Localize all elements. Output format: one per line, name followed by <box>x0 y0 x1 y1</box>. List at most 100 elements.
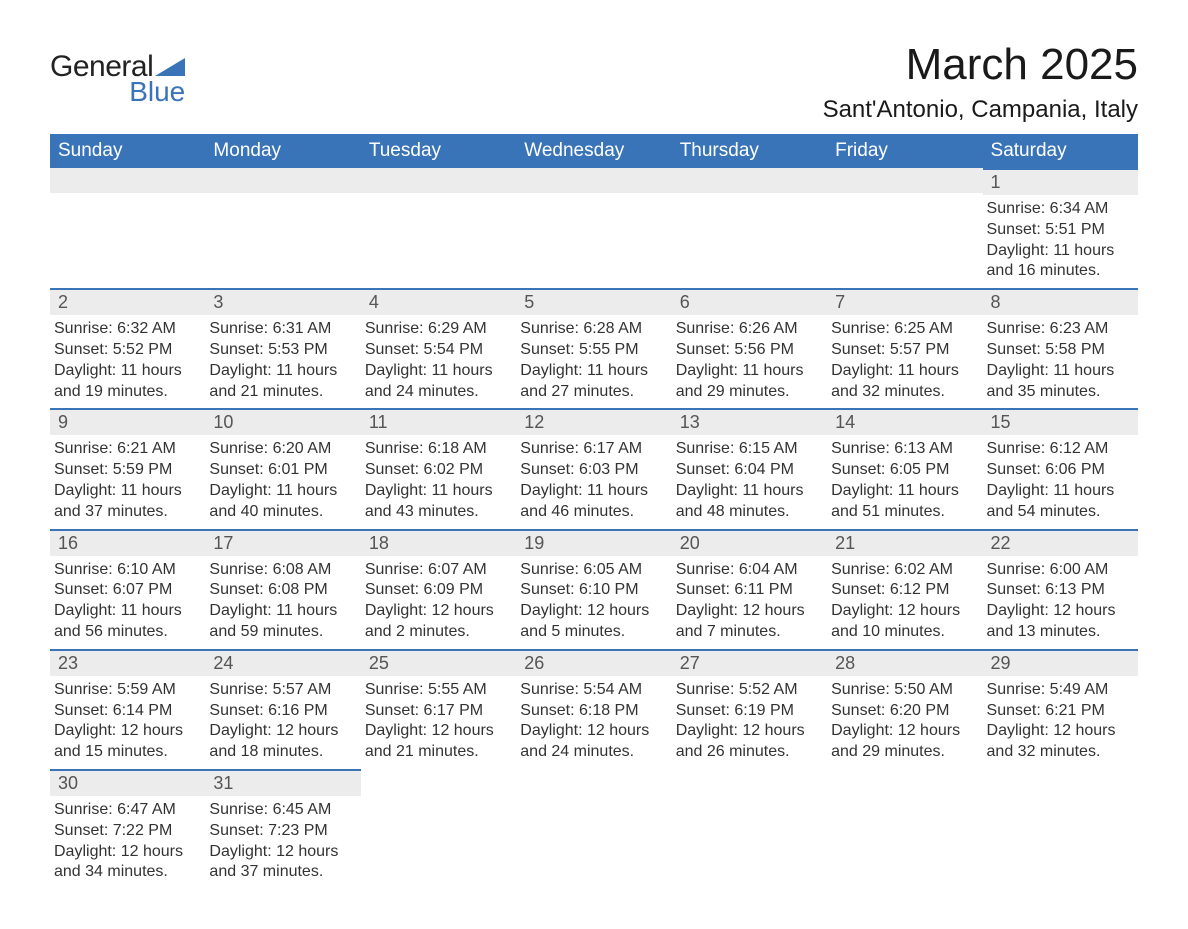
weekday-header: Saturday <box>983 134 1138 168</box>
calendar-week-row: 1Sunrise: 6:34 AMSunset: 5:51 PMDaylight… <box>50 168 1138 288</box>
sunrise-text: Sunrise: 6:31 AM <box>209 319 356 340</box>
sunrise-text: Sunrise: 6:20 AM <box>209 439 356 460</box>
day-details: Sunrise: 5:55 AMSunset: 6:17 PMDaylight:… <box>361 676 516 769</box>
calendar-cell: 15Sunrise: 6:12 AMSunset: 6:06 PMDayligh… <box>983 408 1138 528</box>
day-number: 23 <box>50 649 205 676</box>
calendar-cell <box>50 168 205 288</box>
calendar-cell: 8Sunrise: 6:23 AMSunset: 5:58 PMDaylight… <box>983 288 1138 408</box>
sunrise-text: Sunrise: 6:32 AM <box>54 319 201 340</box>
calendar-cell <box>672 769 827 889</box>
day-number <box>827 168 982 193</box>
sunrise-text: Sunrise: 6:28 AM <box>520 319 667 340</box>
sunrise-text: Sunrise: 6:47 AM <box>54 800 201 821</box>
sunset-text: Sunset: 6:13 PM <box>987 580 1134 601</box>
day-number: 27 <box>672 649 827 676</box>
daylight-text: Daylight: 12 hours and 32 minutes. <box>987 721 1134 763</box>
weekday-header: Tuesday <box>361 134 516 168</box>
sunrise-text: Sunrise: 5:50 AM <box>831 680 978 701</box>
sunset-text: Sunset: 6:03 PM <box>520 460 667 481</box>
daylight-text: Daylight: 11 hours and 43 minutes. <box>365 481 512 523</box>
calendar-cell: 10Sunrise: 6:20 AMSunset: 6:01 PMDayligh… <box>205 408 360 528</box>
calendar-cell: 13Sunrise: 6:15 AMSunset: 6:04 PMDayligh… <box>672 408 827 528</box>
sunset-text: Sunset: 6:07 PM <box>54 580 201 601</box>
calendar-week-row: 16Sunrise: 6:10 AMSunset: 6:07 PMDayligh… <box>50 529 1138 649</box>
calendar-cell: 19Sunrise: 6:05 AMSunset: 6:10 PMDayligh… <box>516 529 671 649</box>
day-details: Sunrise: 5:50 AMSunset: 6:20 PMDaylight:… <box>827 676 982 769</box>
day-details: Sunrise: 5:49 AMSunset: 6:21 PMDaylight:… <box>983 676 1138 769</box>
weekday-header: Wednesday <box>516 134 671 168</box>
calendar-cell <box>361 769 516 889</box>
daylight-text: Daylight: 12 hours and 34 minutes. <box>54 842 201 884</box>
sunset-text: Sunset: 7:23 PM <box>209 821 356 842</box>
calendar-cell: 11Sunrise: 6:18 AMSunset: 6:02 PMDayligh… <box>361 408 516 528</box>
sunrise-text: Sunrise: 6:15 AM <box>676 439 823 460</box>
daylight-text: Daylight: 11 hours and 46 minutes. <box>520 481 667 523</box>
day-number <box>50 168 205 193</box>
day-details: Sunrise: 6:00 AMSunset: 6:13 PMDaylight:… <box>983 556 1138 649</box>
sunset-text: Sunset: 7:22 PM <box>54 821 201 842</box>
day-details: Sunrise: 6:29 AMSunset: 5:54 PMDaylight:… <box>361 315 516 408</box>
day-number: 22 <box>983 529 1138 556</box>
day-number: 10 <box>205 408 360 435</box>
daylight-text: Daylight: 11 hours and 56 minutes. <box>54 601 201 643</box>
sunrise-text: Sunrise: 6:05 AM <box>520 560 667 581</box>
calendar-cell: 26Sunrise: 5:54 AMSunset: 6:18 PMDayligh… <box>516 649 671 769</box>
calendar-cell <box>516 168 671 288</box>
day-details: Sunrise: 6:47 AMSunset: 7:22 PMDaylight:… <box>50 796 205 889</box>
calendar-cell: 24Sunrise: 5:57 AMSunset: 6:16 PMDayligh… <box>205 649 360 769</box>
sunset-text: Sunset: 6:08 PM <box>209 580 356 601</box>
weekday-header: Sunday <box>50 134 205 168</box>
sunset-text: Sunset: 6:20 PM <box>831 701 978 722</box>
day-number: 26 <box>516 649 671 676</box>
month-title: March 2025 <box>823 40 1138 90</box>
sunset-text: Sunset: 5:57 PM <box>831 340 978 361</box>
sunset-text: Sunset: 6:19 PM <box>676 701 823 722</box>
day-number: 31 <box>205 769 360 796</box>
calendar-cell <box>827 168 982 288</box>
sunset-text: Sunset: 6:11 PM <box>676 580 823 601</box>
calendar-cell: 28Sunrise: 5:50 AMSunset: 6:20 PMDayligh… <box>827 649 982 769</box>
calendar-cell: 14Sunrise: 6:13 AMSunset: 6:05 PMDayligh… <box>827 408 982 528</box>
day-details: Sunrise: 6:25 AMSunset: 5:57 PMDaylight:… <box>827 315 982 408</box>
daylight-text: Daylight: 12 hours and 37 minutes. <box>209 842 356 884</box>
calendar-cell: 1Sunrise: 6:34 AMSunset: 5:51 PMDaylight… <box>983 168 1138 288</box>
day-details: Sunrise: 6:21 AMSunset: 5:59 PMDaylight:… <box>50 435 205 528</box>
day-details: Sunrise: 6:45 AMSunset: 7:23 PMDaylight:… <box>205 796 360 889</box>
calendar-week-row: 9Sunrise: 6:21 AMSunset: 5:59 PMDaylight… <box>50 408 1138 528</box>
calendar-cell <box>516 769 671 889</box>
sunset-text: Sunset: 6:14 PM <box>54 701 201 722</box>
day-number: 15 <box>983 408 1138 435</box>
sunrise-text: Sunrise: 5:54 AM <box>520 680 667 701</box>
day-number <box>516 168 671 193</box>
sunrise-text: Sunrise: 6:07 AM <box>365 560 512 581</box>
header: General Blue March 2025 Sant'Antonio, Ca… <box>50 40 1138 124</box>
daylight-text: Daylight: 11 hours and 21 minutes. <box>209 361 356 403</box>
day-number <box>361 168 516 193</box>
day-details: Sunrise: 6:10 AMSunset: 6:07 PMDaylight:… <box>50 556 205 649</box>
sunset-text: Sunset: 6:17 PM <box>365 701 512 722</box>
daylight-text: Daylight: 11 hours and 59 minutes. <box>209 601 356 643</box>
calendar-cell: 25Sunrise: 5:55 AMSunset: 6:17 PMDayligh… <box>361 649 516 769</box>
daylight-text: Daylight: 12 hours and 13 minutes. <box>987 601 1134 643</box>
day-details: Sunrise: 6:26 AMSunset: 5:56 PMDaylight:… <box>672 315 827 408</box>
day-number: 2 <box>50 288 205 315</box>
sunset-text: Sunset: 6:16 PM <box>209 701 356 722</box>
daylight-text: Daylight: 12 hours and 24 minutes. <box>520 721 667 763</box>
day-number: 13 <box>672 408 827 435</box>
daylight-text: Daylight: 12 hours and 26 minutes. <box>676 721 823 763</box>
sunrise-text: Sunrise: 6:00 AM <box>987 560 1134 581</box>
calendar-week-row: 23Sunrise: 5:59 AMSunset: 6:14 PMDayligh… <box>50 649 1138 769</box>
calendar-cell: 17Sunrise: 6:08 AMSunset: 6:08 PMDayligh… <box>205 529 360 649</box>
calendar-cell: 5Sunrise: 6:28 AMSunset: 5:55 PMDaylight… <box>516 288 671 408</box>
day-number: 12 <box>516 408 671 435</box>
day-details: Sunrise: 6:12 AMSunset: 6:06 PMDaylight:… <box>983 435 1138 528</box>
calendar-cell: 22Sunrise: 6:00 AMSunset: 6:13 PMDayligh… <box>983 529 1138 649</box>
day-details: Sunrise: 6:07 AMSunset: 6:09 PMDaylight:… <box>361 556 516 649</box>
sunrise-text: Sunrise: 6:45 AM <box>209 800 356 821</box>
daylight-text: Daylight: 11 hours and 37 minutes. <box>54 481 201 523</box>
sunrise-text: Sunrise: 6:08 AM <box>209 560 356 581</box>
day-details: Sunrise: 5:52 AMSunset: 6:19 PMDaylight:… <box>672 676 827 769</box>
day-details: Sunrise: 5:54 AMSunset: 6:18 PMDaylight:… <box>516 676 671 769</box>
sunrise-text: Sunrise: 6:02 AM <box>831 560 978 581</box>
daylight-text: Daylight: 12 hours and 15 minutes. <box>54 721 201 763</box>
